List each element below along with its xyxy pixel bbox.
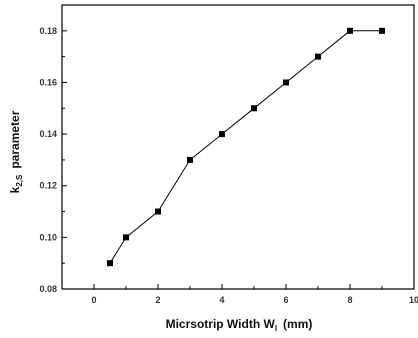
x-tick-label: 8 bbox=[347, 295, 352, 305]
y-tick-label: 0.10 bbox=[39, 232, 57, 242]
y-tick-label: 0.18 bbox=[39, 26, 57, 36]
y-axis-title-subscript: 2,S bbox=[15, 174, 24, 187]
x-axis: 0 2 4 6 8 10 bbox=[61, 284, 418, 305]
data-point bbox=[251, 105, 257, 112]
x-tick-label: 0 bbox=[91, 295, 96, 305]
x-tick-label: 2 bbox=[155, 295, 160, 305]
y-tick-label: 0.08 bbox=[39, 284, 57, 294]
x-axis-title-unit: (mm) bbox=[283, 317, 312, 331]
data-point bbox=[107, 260, 113, 267]
data-point bbox=[315, 53, 321, 60]
x-tick-label: 4 bbox=[219, 295, 224, 305]
x-axis-title-subscript: l bbox=[275, 324, 277, 333]
y-axis-title: k2,S parameter bbox=[8, 110, 24, 193]
plot-border bbox=[61, 4, 415, 290]
x-axis-title-main: Micrsotrip Width W bbox=[166, 317, 276, 331]
x-tick-label: 10 bbox=[409, 295, 418, 305]
data-point bbox=[155, 208, 161, 215]
y-axis: 0.08 0.10 0.12 0.14 0.16 0.18 bbox=[39, 4, 67, 294]
y-tick-label: 0.14 bbox=[39, 129, 57, 139]
data-point bbox=[347, 27, 353, 34]
plot-frame bbox=[61, 4, 415, 290]
data-point bbox=[379, 27, 385, 34]
series-layer bbox=[107, 27, 385, 267]
y-axis-title-prefix: k bbox=[8, 186, 22, 193]
x-axis-title: Micrsotrip Width Wl (mm) bbox=[166, 317, 313, 333]
y-tick-label: 0.16 bbox=[39, 77, 57, 87]
data-point bbox=[219, 131, 225, 138]
data-point bbox=[123, 234, 129, 241]
series-line bbox=[109, 30, 382, 264]
data-point bbox=[187, 156, 193, 163]
x-tick-label: 6 bbox=[283, 295, 288, 305]
data-point bbox=[283, 79, 289, 86]
y-tick-label: 0.12 bbox=[39, 181, 57, 191]
y-axis-title-suffix: parameter bbox=[8, 110, 22, 168]
